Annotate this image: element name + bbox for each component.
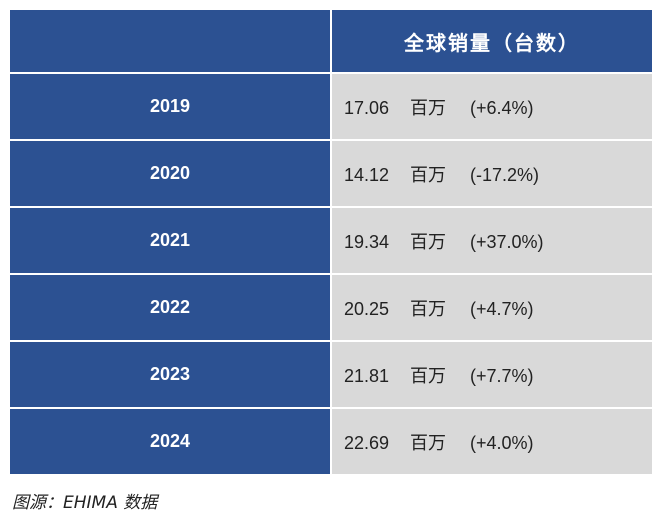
- sales-unit: 百万: [410, 164, 446, 185]
- data-row: 2021 19.34 百万 (+37.0%): [8, 206, 654, 275]
- year-cell: 2021: [8, 206, 332, 275]
- year-cell: 2020: [8, 139, 332, 208]
- data-row: 2020 14.12 百万 (-17.2%): [8, 139, 654, 208]
- data-row: 2022 20.25 百万 (+4.7%): [8, 273, 654, 342]
- value-cell: 22.69 百万 (+4.0%): [330, 407, 654, 476]
- header-title: 全球销量（台数）: [330, 8, 654, 74]
- sales-value: 20.25: [344, 298, 390, 319]
- sales-value: 17.06: [344, 97, 390, 118]
- value-cell: 17.06 百万 (+6.4%): [330, 72, 654, 141]
- sales-value: 19.34: [344, 231, 390, 252]
- sales-unit: 百万: [410, 432, 446, 453]
- table-body: 全球销量（台数） 2019 17.06 百万 (+6.4%) 2020 14.12 百万 (-…: [8, 8, 654, 476]
- year-cell: 2019: [8, 72, 332, 141]
- sales-value: 22.69: [344, 432, 390, 453]
- value-cell: 19.34 百万 (+37.0%): [330, 206, 654, 275]
- growth-rate: (+37.0%): [470, 231, 544, 252]
- growth-rate: (+6.4%): [470, 97, 534, 118]
- corner-cell: [8, 8, 332, 74]
- growth-rate: (-17.2%): [470, 164, 540, 185]
- data-row: 2023 21.81 百万 (+7.7%): [8, 340, 654, 409]
- sales-table: 全球销量（台数） 2019 17.06 百万 (+6.4%) 2020 14.12 百万 (-…: [8, 8, 654, 476]
- value-cell: 20.25 百万 (+4.7%): [330, 273, 654, 342]
- year-cell: 2023: [8, 340, 332, 409]
- year-cell: 2024: [8, 407, 332, 476]
- sales-unit: 百万: [410, 298, 446, 319]
- value-cell: 21.81 百万 (+7.7%): [330, 340, 654, 409]
- data-row: 2019 17.06 百万 (+6.4%): [8, 72, 654, 141]
- sales-unit: 百万: [410, 231, 446, 252]
- source-note: 图源：EHIMA 数据: [12, 493, 158, 513]
- growth-rate: (+4.7%): [470, 298, 534, 319]
- sales-value: 14.12: [344, 164, 390, 185]
- sales-unit: 百万: [410, 365, 446, 386]
- sales-unit: 百万: [410, 97, 446, 118]
- header-row: 全球销量（台数）: [8, 8, 654, 74]
- data-row: 2024 22.69 百万 (+4.0%): [8, 407, 654, 476]
- growth-rate: (+7.7%): [470, 365, 534, 386]
- growth-rate: (+4.0%): [470, 432, 534, 453]
- sales-value: 21.81: [344, 365, 390, 386]
- year-cell: 2022: [8, 273, 332, 342]
- value-cell: 14.12 百万 (-17.2%): [330, 139, 654, 208]
